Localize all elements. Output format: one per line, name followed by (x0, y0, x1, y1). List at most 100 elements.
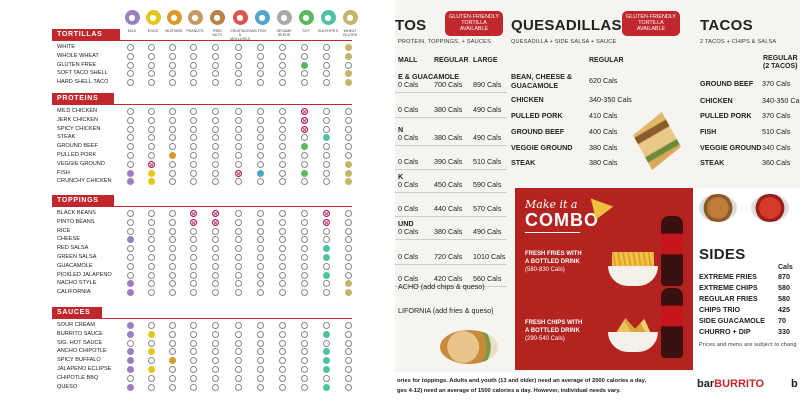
empty-mark (301, 280, 308, 288)
empty-mark (323, 70, 330, 78)
empty-mark (169, 134, 176, 142)
contains-mark (323, 348, 330, 356)
allergen-row: FISH (0, 169, 378, 178)
row-label: SOUR CREAM (57, 322, 95, 328)
allergen-row: CALIFORNIA (0, 288, 378, 297)
empty-mark (169, 366, 176, 373)
allergen-row: GLUTEN FREE (0, 61, 378, 70)
empty-mark (257, 70, 264, 78)
may-contain-mark (148, 160, 155, 168)
empty-mark (301, 152, 308, 159)
allergen-row: JERK CHICKEN (0, 116, 378, 125)
empty-mark (323, 236, 330, 244)
empty-mark (169, 271, 176, 279)
empty-mark (323, 227, 330, 235)
burrito-regular: 380 Cals (434, 227, 463, 236)
empty-mark (257, 280, 264, 288)
side-item: CHURRO + DIP (699, 327, 751, 336)
empty-mark (301, 79, 308, 87)
row-label: SPICY BUFFALO (57, 357, 101, 364)
empty-mark (323, 116, 330, 124)
empty-mark (279, 280, 286, 288)
empty-mark (235, 348, 242, 356)
empty-mark (235, 289, 242, 297)
empty-mark (169, 289, 176, 297)
empty-mark (323, 169, 330, 177)
fries-bowl-image (608, 252, 658, 286)
footer: ories for toppings. Adults and youth (13… (395, 372, 800, 400)
empty-mark (301, 330, 308, 338)
empty-mark (212, 178, 219, 186)
allergen-row: CHEESE (0, 235, 378, 244)
empty-mark (235, 210, 242, 217)
burrito-small: 0 Cals (398, 80, 419, 89)
empty-mark (127, 61, 134, 69)
row-label: GREEN SALSA (57, 254, 97, 260)
empty-mark (235, 134, 242, 142)
empty-mark (148, 271, 155, 279)
empty-mark (148, 322, 155, 329)
empty-mark (127, 152, 134, 159)
empty-mark (279, 44, 286, 51)
combo-make: Make it a (525, 198, 578, 211)
empty-mark (257, 339, 264, 347)
empty-mark (169, 254, 176, 261)
empty-mark (323, 108, 330, 115)
empty-mark (148, 245, 155, 253)
empty-mark (190, 44, 197, 51)
row-label: HARD SHELL TACO (57, 79, 109, 86)
empty-mark (148, 116, 155, 124)
row-label: GLUTEN FREE (57, 61, 97, 68)
contains-mark (345, 169, 352, 177)
empty-mark (279, 289, 286, 297)
empty-mark (235, 61, 242, 69)
empty-mark (257, 108, 264, 115)
empty-mark (279, 366, 286, 373)
side-cals: 580 (778, 294, 790, 303)
contains-mark (148, 169, 155, 177)
empty-mark (169, 218, 176, 226)
contains-mark (127, 330, 134, 338)
wheat-header: ● WHEAT GLUTEN (340, 10, 360, 37)
empty-mark (279, 339, 286, 347)
contains-mark (127, 178, 134, 186)
empty-mark (345, 374, 352, 382)
empty-mark (345, 322, 352, 329)
allergen-row: WHITE (0, 43, 378, 52)
quesadillas-title: QUESADILLAS (511, 17, 622, 34)
empty-mark (235, 79, 242, 87)
empty-mark (190, 383, 197, 391)
quesadillas-subtitle: QUESADILLA + SIDE SALSA + SAUCE (511, 39, 617, 45)
empty-mark (127, 134, 134, 142)
empty-mark (257, 143, 264, 151)
empty-mark (345, 116, 352, 124)
empty-mark (148, 143, 155, 151)
burrito-name: UND (398, 219, 414, 228)
contains-mark (345, 289, 352, 297)
empty-mark (169, 178, 176, 186)
empty-mark (148, 79, 155, 87)
allergen-label: SESAME SEEDS (276, 29, 292, 38)
empty-mark (190, 322, 197, 329)
contains-mark (148, 348, 155, 356)
allergen-row: GROUND BEEF (0, 142, 378, 151)
allergen-row: BLACK BEANS (0, 209, 378, 218)
empty-mark (212, 280, 219, 288)
logo-burrito: BURRITO (714, 378, 765, 390)
empty-mark (169, 245, 176, 253)
empty-mark (235, 383, 242, 391)
may-contain-mark (212, 210, 219, 217)
empty-mark (323, 280, 330, 288)
section-tortillas: TORTILLAS (52, 29, 120, 40)
burrito-name: N (398, 125, 404, 134)
peanut-header: ● PEANUTS (185, 10, 205, 33)
empty-mark (235, 339, 242, 347)
empty-mark (257, 125, 264, 133)
quesadilla-item: CHICKEN (511, 95, 544, 104)
tree-nut-header: ● TREE NUTS (207, 10, 227, 37)
empty-mark (169, 160, 176, 168)
empty-mark (169, 79, 176, 87)
burrito-small: 0 Cals (398, 157, 419, 166)
taco-cals: 360 Cals (762, 158, 791, 167)
empty-mark (212, 254, 219, 261)
